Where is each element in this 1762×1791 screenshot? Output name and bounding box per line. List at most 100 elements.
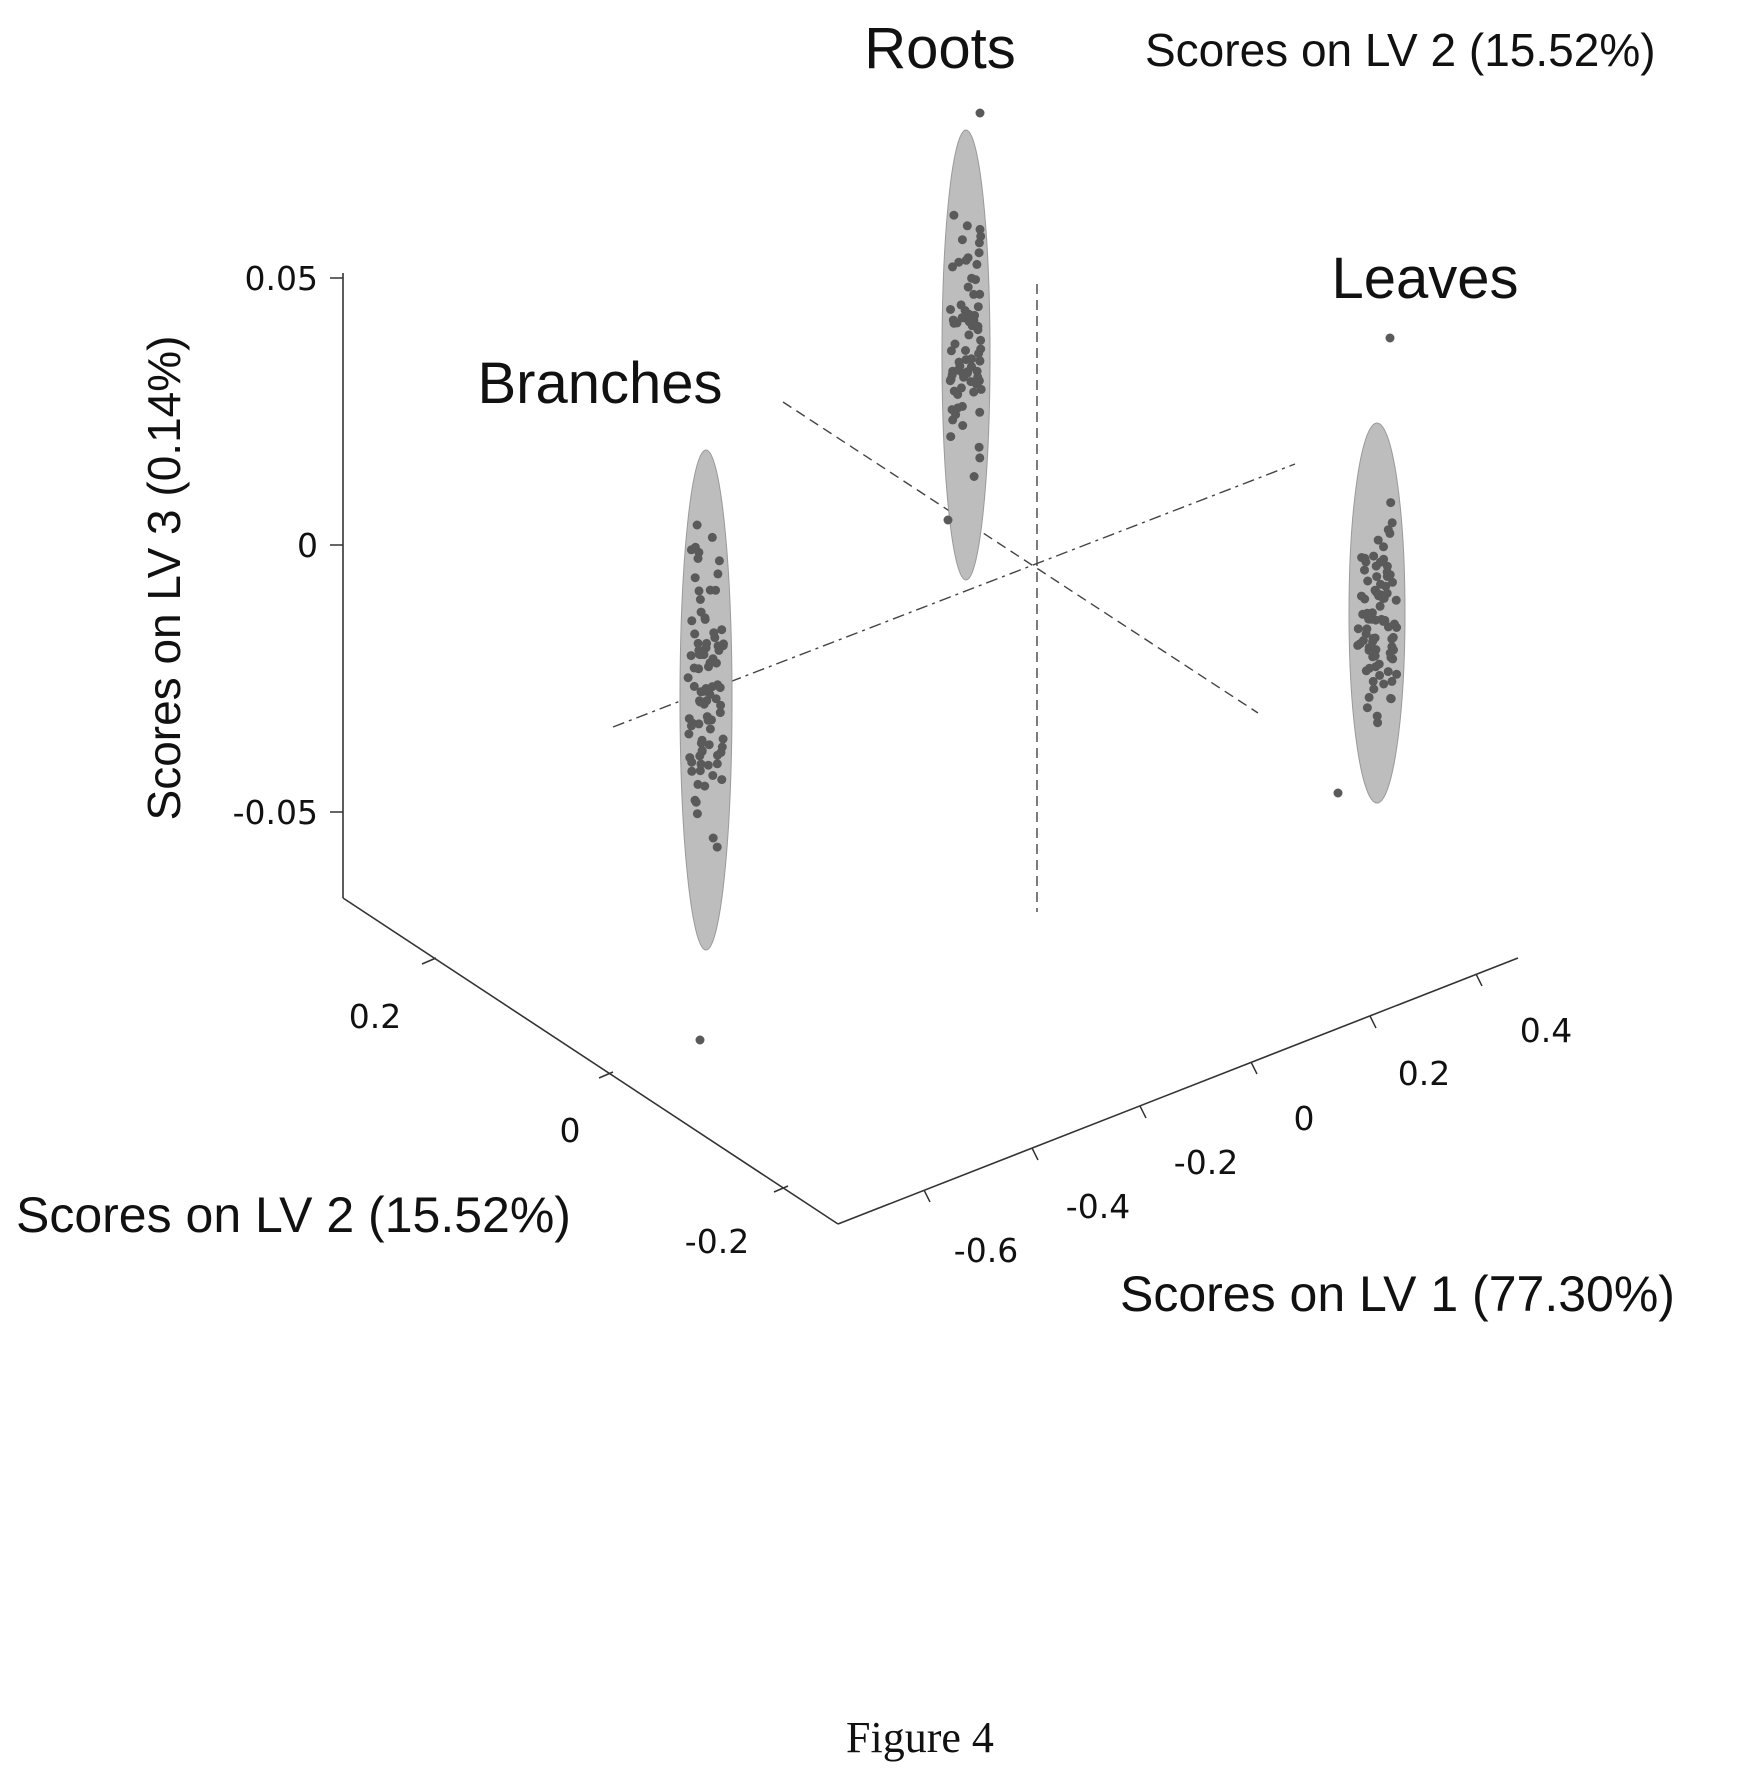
branches-points bbox=[683, 520, 728, 1045]
score-point bbox=[975, 407, 985, 417]
score-point bbox=[694, 664, 704, 674]
leaves-group-label: Leaves bbox=[1331, 246, 1518, 311]
score-point bbox=[693, 554, 703, 563]
score-point bbox=[717, 625, 727, 635]
score-point bbox=[1386, 498, 1396, 508]
score-point bbox=[1387, 642, 1397, 652]
score-point bbox=[683, 673, 693, 683]
score-point bbox=[708, 833, 718, 843]
score-point bbox=[1363, 576, 1373, 586]
score-point bbox=[718, 641, 728, 651]
score-point bbox=[973, 321, 983, 331]
group-roots: Roots bbox=[864, 16, 1016, 581]
score-point bbox=[712, 759, 722, 769]
score-point bbox=[974, 349, 984, 358]
score-point bbox=[1370, 651, 1380, 661]
score-point bbox=[1367, 608, 1377, 618]
y-tick-label: 0 bbox=[560, 1111, 581, 1150]
score-point bbox=[686, 651, 696, 661]
outlier-point bbox=[1333, 788, 1343, 798]
score-point bbox=[972, 259, 982, 269]
score-point bbox=[711, 585, 721, 595]
score-point bbox=[707, 532, 717, 542]
lv2-origin-line bbox=[782, 401, 1259, 714]
x-tick-label: -0.6 bbox=[954, 1231, 1018, 1270]
score-point bbox=[704, 740, 714, 750]
score-point bbox=[1375, 670, 1385, 680]
score-point bbox=[717, 775, 727, 785]
outlier-point bbox=[695, 1035, 705, 1045]
x-tick-mark bbox=[1475, 973, 1483, 987]
score-point bbox=[694, 719, 704, 729]
score-point bbox=[961, 346, 970, 355]
score-point bbox=[1387, 676, 1397, 686]
score-point bbox=[699, 686, 709, 696]
score-point bbox=[954, 257, 964, 267]
x-tick-mark bbox=[1139, 1105, 1147, 1119]
score-point bbox=[948, 366, 958, 376]
score-point bbox=[1364, 692, 1374, 702]
score-point bbox=[975, 356, 985, 365]
group-leaves: Leaves bbox=[1331, 246, 1519, 804]
score-point bbox=[687, 616, 697, 626]
figure-caption: Figure 4 bbox=[846, 1713, 994, 1762]
score-point bbox=[1392, 669, 1402, 679]
score-point bbox=[971, 379, 981, 389]
score-point bbox=[961, 255, 971, 265]
score-point bbox=[1383, 622, 1393, 632]
score-point bbox=[713, 569, 723, 579]
x-tick-label: 0.2 bbox=[1398, 1054, 1450, 1093]
x-tick-mark bbox=[1250, 1061, 1258, 1075]
score-point bbox=[692, 809, 702, 819]
score-point bbox=[1388, 577, 1397, 587]
score-point bbox=[963, 282, 973, 292]
score-point bbox=[1370, 633, 1380, 643]
score-point bbox=[949, 318, 959, 328]
y-tick-mark bbox=[421, 957, 437, 965]
score-point bbox=[715, 683, 725, 693]
score-point bbox=[693, 638, 703, 648]
x-tick-mark bbox=[1369, 1015, 1377, 1029]
score-point bbox=[690, 629, 700, 639]
score-point bbox=[953, 403, 963, 413]
score-point bbox=[1355, 639, 1365, 649]
score-point bbox=[715, 708, 725, 718]
score-point bbox=[695, 595, 705, 604]
score-point bbox=[705, 724, 715, 734]
x-axis-title: Scores on LV 1 (77.30%) bbox=[1120, 1266, 1675, 1322]
score-point bbox=[969, 387, 979, 397]
score-point bbox=[957, 235, 967, 245]
score-point bbox=[694, 586, 704, 596]
outlier-point bbox=[975, 108, 985, 118]
score-point bbox=[949, 386, 959, 396]
z-tick-label: 0.05 bbox=[245, 259, 318, 298]
score-point bbox=[700, 781, 710, 791]
score-point bbox=[1362, 624, 1372, 634]
score-point bbox=[967, 354, 976, 364]
score-point bbox=[1375, 557, 1385, 567]
score-point bbox=[958, 421, 968, 430]
y-tick-mark bbox=[773, 1185, 789, 1193]
score-point bbox=[1372, 572, 1382, 582]
score-point bbox=[718, 734, 728, 744]
outlier-point bbox=[943, 515, 953, 525]
z-axis-title: Scores on LV 3 (0.14%) bbox=[138, 336, 190, 821]
score-point bbox=[697, 746, 707, 756]
score-point bbox=[945, 376, 955, 386]
outlier-point bbox=[1385, 333, 1395, 343]
score-point bbox=[705, 658, 715, 668]
score-point bbox=[702, 696, 712, 706]
score-point bbox=[948, 415, 958, 425]
score-point bbox=[1379, 679, 1389, 689]
score-point bbox=[1391, 595, 1401, 605]
score-point bbox=[703, 760, 713, 770]
score-point bbox=[686, 721, 696, 731]
x-tick-label: 0 bbox=[1294, 1099, 1315, 1138]
score-point bbox=[1369, 684, 1379, 694]
score-point bbox=[1362, 703, 1372, 713]
x-ticks: -0.6 -0.4 -0.2 0 0.2 0.4 bbox=[923, 973, 1572, 1270]
score-point bbox=[686, 545, 696, 555]
score-point bbox=[975, 453, 985, 463]
score-point bbox=[962, 221, 972, 231]
score-point bbox=[695, 650, 704, 659]
